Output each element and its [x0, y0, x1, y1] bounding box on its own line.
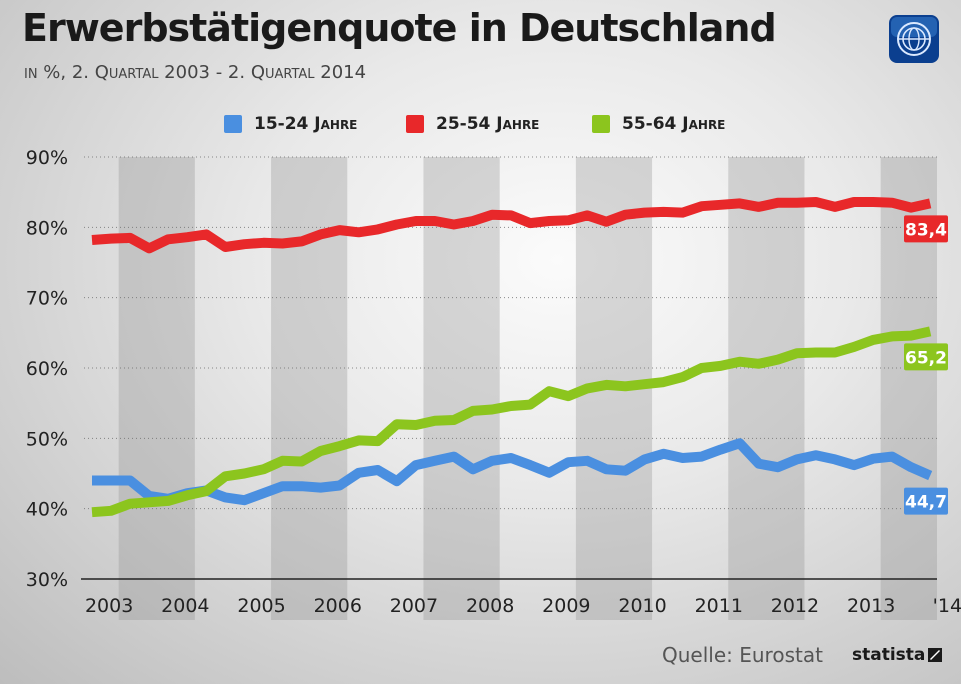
chart-legend: 15-24 Jahre 25-54 Jahre 55-64 Jahre [0, 112, 961, 136]
statista-mark-icon [928, 648, 943, 662]
legend-item-25-54: 25-54 Jahre [406, 112, 539, 136]
x-tick-label: 2005 [237, 595, 285, 617]
legend-label: 15-24 Jahre [254, 114, 358, 134]
y-tick-label: 70% [26, 288, 68, 310]
x-tick-label: 2003 [85, 595, 133, 617]
legend-label: 55-64 Jahre [622, 114, 726, 134]
legend-label: 25-54 Jahre [436, 114, 540, 134]
legend-swatch-green [592, 115, 610, 133]
brand-name: statista [852, 645, 926, 665]
x-tick-label: 2004 [161, 595, 209, 617]
y-tick-label: 60% [26, 358, 68, 380]
legend-item-15-24: 15-24 Jahre [224, 112, 357, 136]
statista-logo: statista [852, 645, 943, 665]
chart-subtitle: in %, 2. Quartal 2003 - 2. Quartal 2014 [24, 62, 367, 83]
x-tick-label: 2013 [847, 595, 895, 617]
y-tick-label: 50% [26, 428, 68, 450]
year-band [423, 157, 500, 620]
end-value-label: 44,7 [905, 493, 947, 513]
legend-item-55-64: 55-64 Jahre [592, 112, 725, 136]
legend-swatch-blue [224, 115, 242, 133]
end-label-box [904, 215, 948, 243]
x-tick-label: 2009 [542, 595, 590, 617]
end-label-box [904, 487, 948, 515]
x-tick-label: 2007 [390, 595, 438, 617]
y-tick-label: 80% [26, 217, 68, 239]
chart-title: Erwerbstätigenquote in Deutschland [22, 6, 777, 50]
x-tick-label: 2012 [771, 595, 819, 617]
year-band [728, 157, 805, 620]
y-tick-label: 30% [26, 569, 68, 591]
x-tick-label: 2008 [466, 595, 514, 617]
x-tick-label: 2010 [618, 595, 666, 617]
end-value-label: 65,2 [905, 348, 947, 368]
end-value-label: 83,4 [905, 220, 947, 240]
y-tick-label: 90% [26, 147, 68, 169]
y-tick-label: 40% [26, 499, 68, 521]
year-band [118, 157, 195, 620]
source-note: Quelle: Eurostat [662, 643, 823, 667]
legend-swatch-red [406, 115, 424, 133]
x-tick-label: 2006 [314, 595, 362, 617]
tagesschau-globe-icon [888, 14, 940, 64]
end-label-box [904, 343, 948, 371]
x-tick-label: '14 [933, 595, 961, 617]
x-tick-label: 2011 [695, 595, 743, 617]
